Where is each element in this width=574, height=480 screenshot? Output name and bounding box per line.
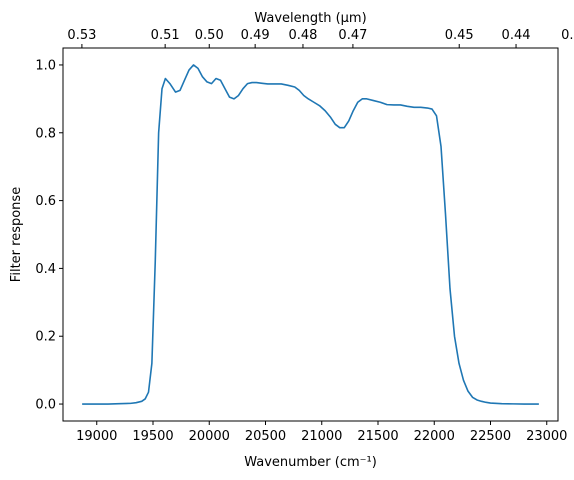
top-tick-label: 0.53 [67, 28, 96, 43]
data-layer [82, 64, 539, 405]
x-axis-title: Wavenumber (cm⁻¹) [244, 455, 377, 470]
plot-frame [62, 47, 559, 422]
x-tick-label: 20000 [189, 429, 230, 444]
top-tick-label: 0.48 [288, 28, 317, 43]
series-line-0 [82, 64, 539, 405]
top-tick-label: 0.49 [241, 28, 270, 43]
top-tick-label: 0.45 [445, 28, 474, 43]
top-axis-title: Wavelength (μm) [254, 11, 366, 26]
top-tick-label: 0.50 [195, 28, 224, 43]
y-tick-label: 0.6 [35, 194, 56, 209]
y-tick-label: 0.2 [35, 330, 56, 345]
y-axis-title: Filter response [9, 187, 24, 282]
y-tick-label: 1.0 [35, 58, 56, 73]
x-tick-label: 19000 [76, 429, 117, 444]
x-tick-label: 22500 [470, 429, 511, 444]
top-tick-label: 0.51 [151, 28, 180, 43]
x-tick-label: 22000 [414, 429, 455, 444]
top-tick-label: 0.47 [338, 28, 367, 43]
y-tick-label: 0.4 [35, 262, 56, 277]
bottom-x-axis: 19000 19500 20000 20500 21000 21500 22000 22500… [76, 421, 567, 444]
top-tick-label: 0.44 [502, 28, 531, 43]
plot-area [63, 48, 558, 421]
y-axis: 0.0 0.2 0.4 0.6 0.8 1.0 [35, 58, 63, 413]
y-tick-label: 0.0 [35, 398, 56, 413]
y-tick-label: 0.8 [35, 126, 56, 141]
x-tick-label: 21000 [301, 429, 342, 444]
x-tick-label: 20500 [245, 429, 286, 444]
top-tick-label: 0.43 [561, 28, 574, 43]
x-tick-label: 23000 [526, 429, 567, 444]
top-x-axis: 0.53 0.51 0.50 0.49 0.48 0.47 0.45 0.44 0.43 [67, 28, 574, 48]
x-tick-label: 21500 [357, 429, 398, 444]
x-tick-label: 19500 [132, 429, 173, 444]
